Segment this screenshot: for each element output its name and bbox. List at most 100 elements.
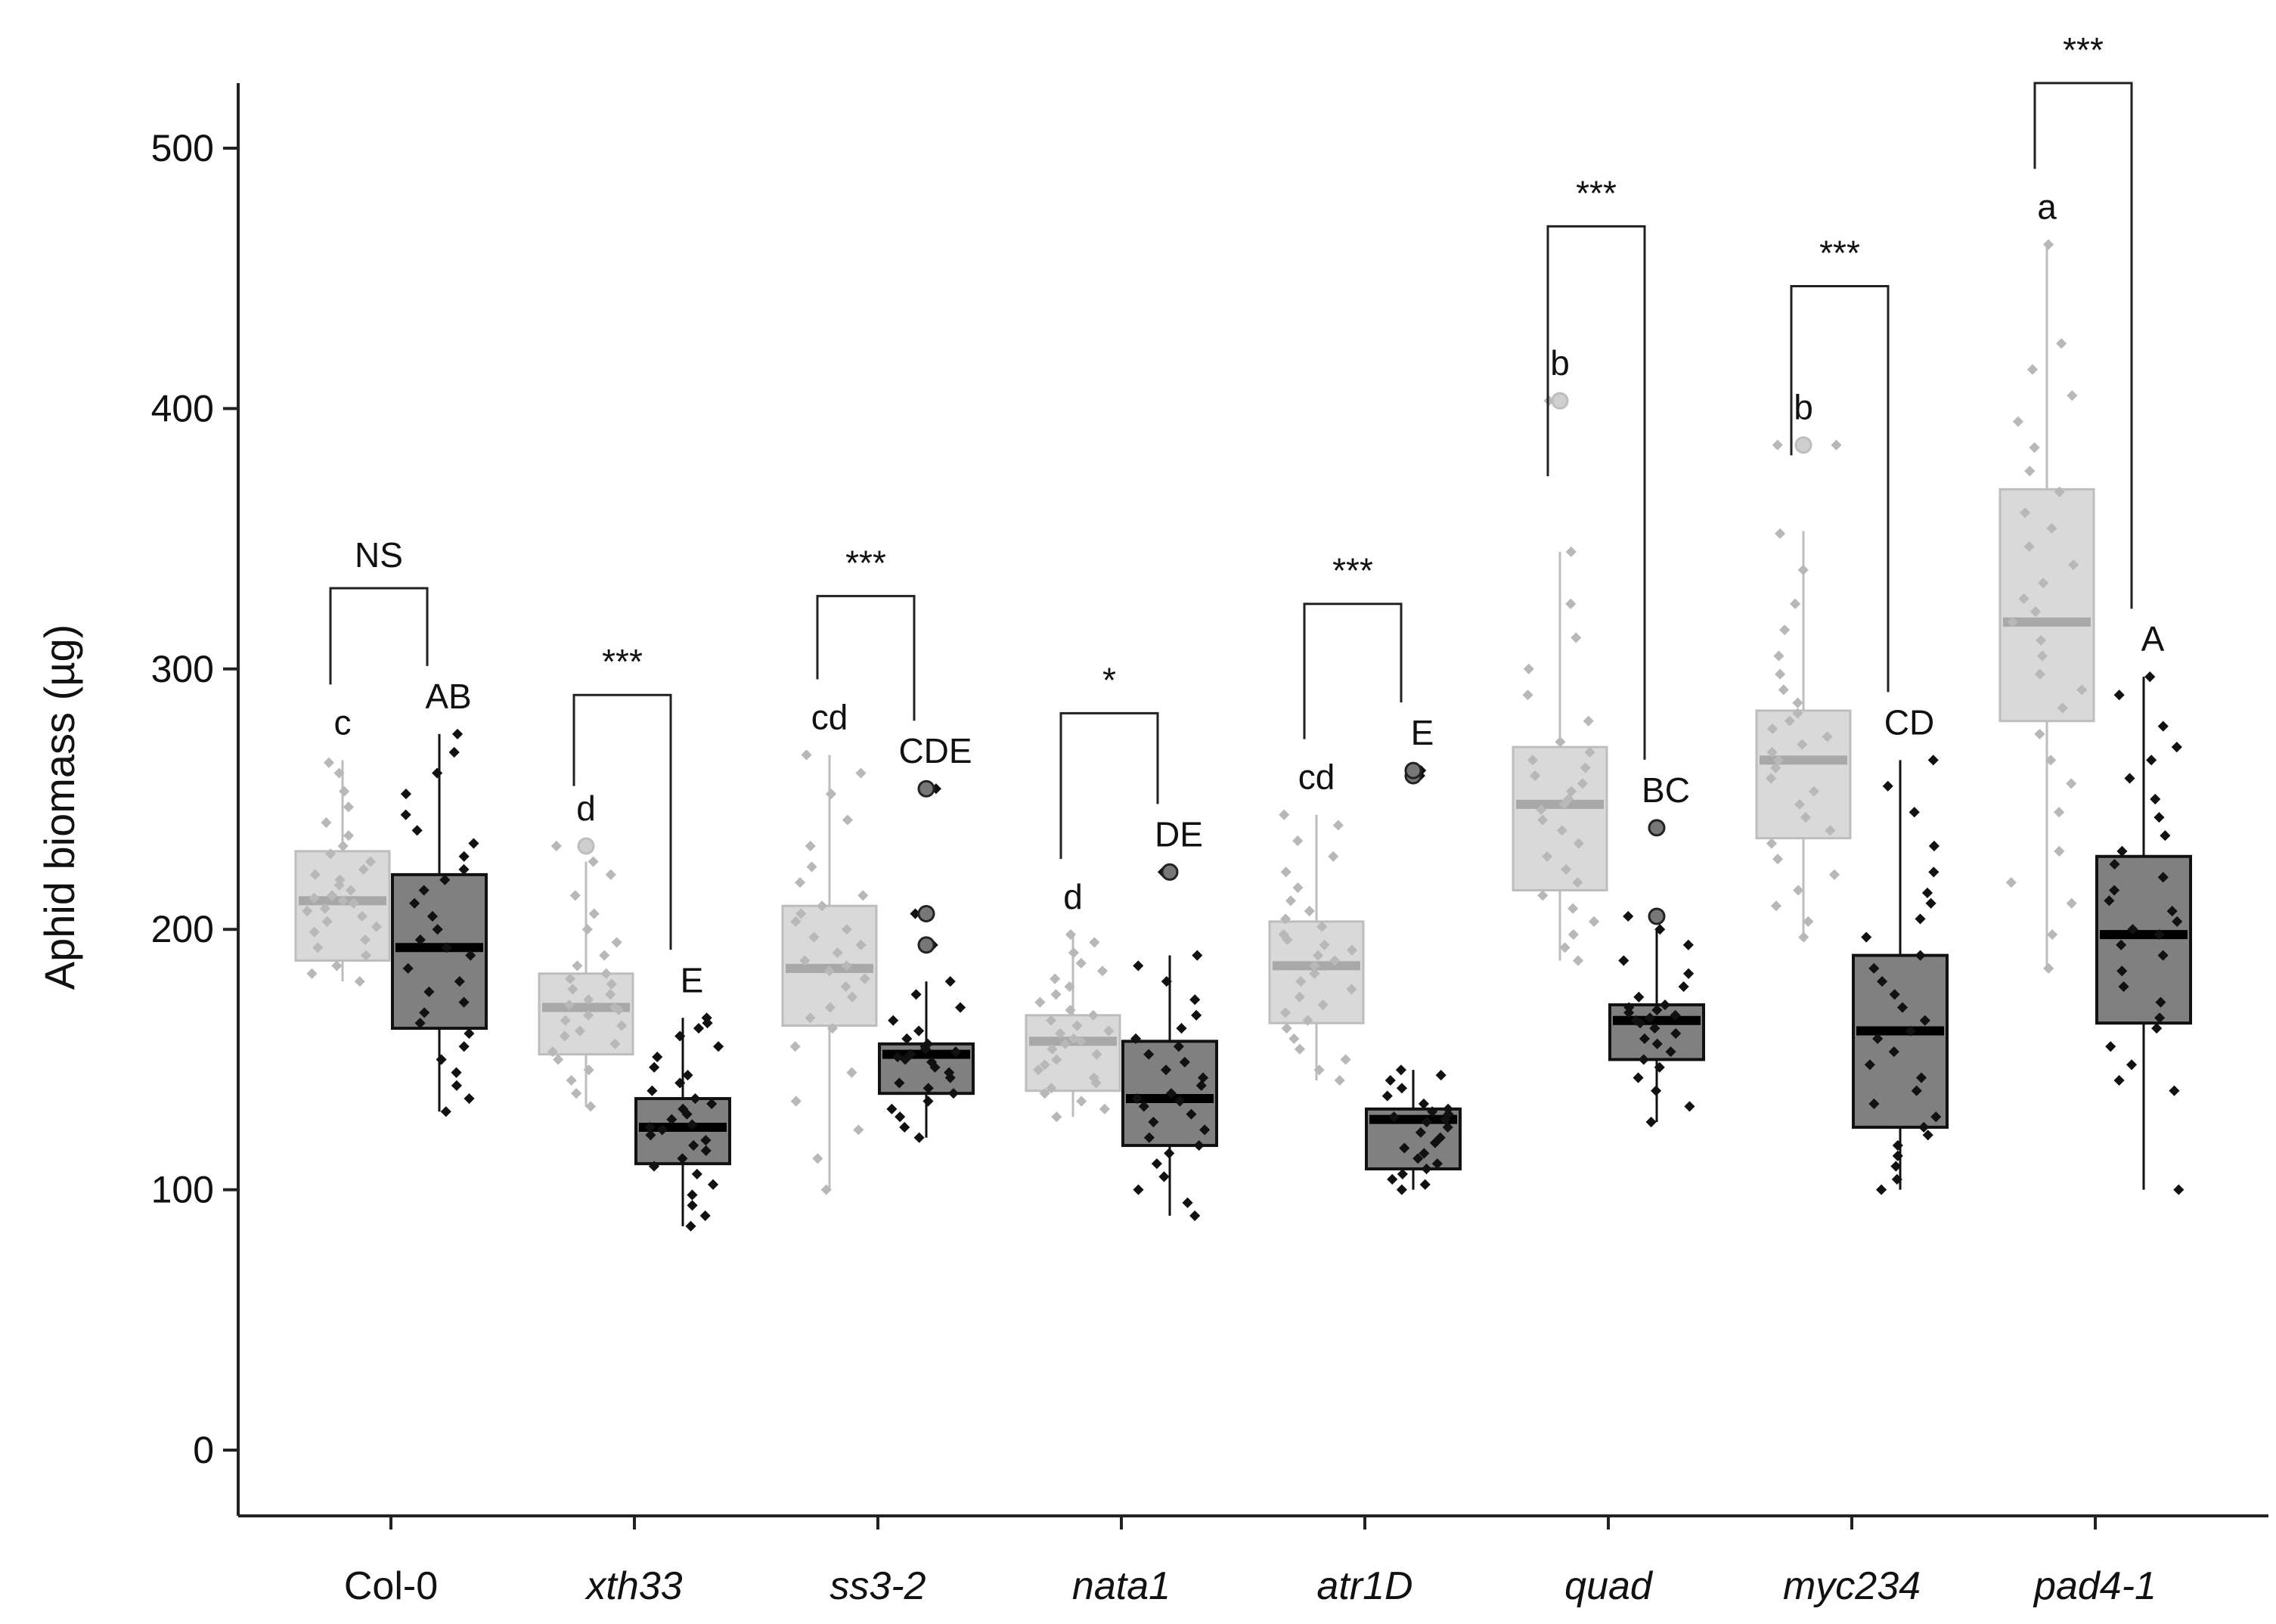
data-point bbox=[312, 942, 324, 953]
data-point bbox=[1537, 814, 1549, 826]
data-point bbox=[339, 786, 350, 797]
outlier-point bbox=[1404, 761, 1422, 779]
data-point bbox=[901, 1033, 913, 1044]
x-tick-label: quad bbox=[1564, 1564, 1654, 1608]
significance-label: * bbox=[1102, 660, 1116, 699]
data-point bbox=[1415, 1127, 1426, 1138]
data-point bbox=[846, 991, 858, 1003]
data-point bbox=[1164, 1148, 1175, 1159]
data-point bbox=[1397, 1168, 1408, 1180]
significance-bracket bbox=[1303, 603, 1403, 739]
data-point bbox=[947, 1088, 960, 1099]
data-point bbox=[713, 1041, 724, 1052]
data-point bbox=[1633, 1072, 1644, 1083]
data-point bbox=[1645, 1116, 1657, 1128]
data-point bbox=[1279, 1007, 1291, 1018]
data-point bbox=[805, 840, 816, 852]
x-tick-label: nata1 bbox=[1072, 1564, 1171, 1608]
data-point bbox=[808, 931, 820, 943]
data-point bbox=[581, 924, 593, 935]
data-point bbox=[1148, 1116, 1159, 1128]
x-tick-label: xth33 bbox=[584, 1564, 682, 1608]
data-point bbox=[795, 908, 807, 919]
outlier-point bbox=[917, 905, 935, 923]
data-point bbox=[855, 767, 867, 779]
data-point bbox=[944, 1067, 955, 1078]
data-point bbox=[605, 989, 616, 1000]
light-group-letter: b bbox=[1794, 388, 1813, 427]
dark-box-group bbox=[1365, 761, 1462, 1195]
outlier-point bbox=[917, 779, 935, 798]
data-point bbox=[569, 890, 581, 901]
data-point bbox=[1684, 1101, 1695, 1112]
data-point bbox=[2034, 728, 2045, 739]
data-point bbox=[1535, 804, 1547, 815]
data-point bbox=[1280, 913, 1291, 925]
data-point bbox=[1295, 976, 1307, 987]
data-point bbox=[648, 1161, 660, 1172]
light-box-group bbox=[1025, 929, 1121, 1123]
data-point bbox=[1046, 1083, 1057, 1094]
data-point bbox=[1075, 957, 1087, 969]
data-point bbox=[2105, 1041, 2116, 1052]
data-point bbox=[687, 1119, 698, 1130]
data-point bbox=[823, 965, 835, 977]
data-point bbox=[585, 1101, 597, 1112]
data-point bbox=[1313, 1065, 1325, 1076]
data-point bbox=[1096, 965, 1109, 977]
light-box-group bbox=[1755, 436, 1852, 943]
data-point bbox=[687, 1200, 698, 1211]
data-point bbox=[812, 1153, 823, 1164]
data-point bbox=[583, 994, 594, 1006]
data-point bbox=[1537, 890, 1549, 901]
y-tick-label: 400 bbox=[151, 387, 214, 429]
significance-label: *** bbox=[2063, 30, 2104, 70]
data-point bbox=[1683, 968, 1695, 979]
data-point bbox=[1395, 1065, 1406, 1076]
data-point bbox=[588, 908, 600, 919]
data-point bbox=[1088, 1072, 1099, 1083]
x-tick-label: ss3-2 bbox=[829, 1564, 926, 1608]
data-point bbox=[1281, 1023, 1292, 1034]
data-point bbox=[1790, 598, 1801, 609]
data-point bbox=[674, 1077, 686, 1089]
data-point bbox=[550, 840, 562, 852]
data-point bbox=[1678, 981, 1689, 993]
data-point bbox=[1387, 1173, 1398, 1185]
box bbox=[1025, 1014, 1121, 1092]
data-point bbox=[1770, 900, 1782, 912]
data-point bbox=[652, 1051, 663, 1063]
dark-group-letter: BC bbox=[1642, 770, 1690, 810]
data-point bbox=[1158, 1171, 1170, 1182]
data-point bbox=[910, 989, 922, 1000]
data-point bbox=[2047, 929, 2058, 941]
data-point bbox=[685, 1220, 696, 1232]
outlier-point bbox=[577, 837, 595, 855]
data-point bbox=[337, 840, 349, 852]
data-point bbox=[1099, 1103, 1110, 1114]
data-point bbox=[1319, 939, 1330, 950]
data-point bbox=[464, 1027, 475, 1040]
data-point bbox=[1089, 937, 1100, 948]
data-point bbox=[944, 976, 956, 987]
x-tick-label: pad4-1 bbox=[2033, 1564, 2157, 1608]
data-point bbox=[309, 869, 321, 880]
data-point bbox=[574, 1025, 586, 1037]
data-point bbox=[674, 1030, 686, 1042]
data-point bbox=[2066, 778, 2077, 789]
data-point bbox=[701, 1012, 712, 1024]
data-point bbox=[857, 890, 869, 901]
data-point bbox=[1161, 976, 1172, 987]
data-point bbox=[894, 1077, 905, 1089]
data-point bbox=[1091, 1049, 1102, 1060]
data-point bbox=[1131, 1092, 1143, 1105]
data-point bbox=[1039, 1059, 1050, 1071]
dark-box-group bbox=[634, 1012, 731, 1232]
data-point bbox=[1039, 1088, 1050, 1099]
y-tick-label: 300 bbox=[151, 648, 214, 690]
data-point bbox=[560, 1015, 571, 1026]
dark-group-letter: CDE bbox=[898, 731, 972, 770]
data-point bbox=[321, 916, 333, 927]
data-point bbox=[1388, 1111, 1400, 1123]
data-point bbox=[806, 861, 817, 872]
